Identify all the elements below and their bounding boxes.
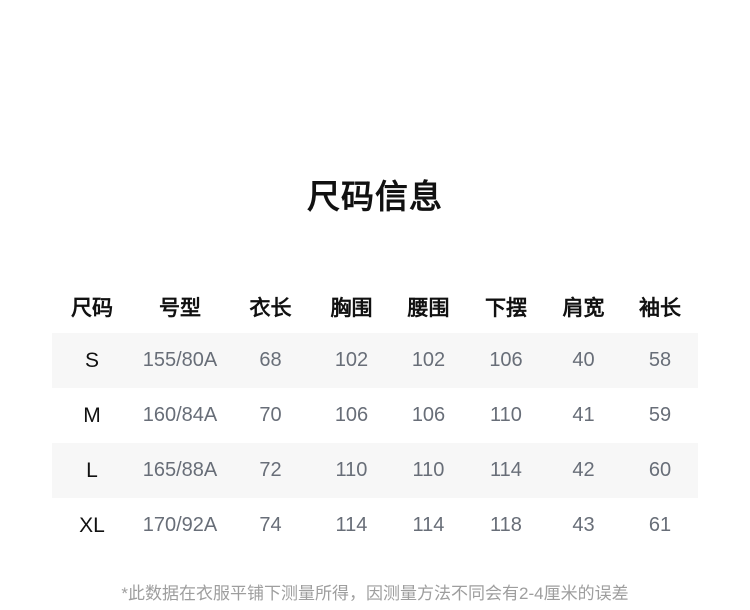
value-cell: 58 (622, 333, 698, 388)
size-cell: L (52, 443, 132, 498)
value-cell: 70 (259, 404, 282, 426)
value-cell: 114 (335, 514, 368, 536)
value-cell: 114 (467, 443, 545, 498)
value-cell: 114 (412, 514, 445, 536)
spec-cell: 165/88A (132, 443, 228, 498)
header-cell-waist: 腰围 (407, 296, 450, 320)
table-header-row: 尺码 号型 衣长 胸围 腰围 下摆 肩宽 袖长 (52, 280, 698, 333)
size-cell: XL (79, 513, 105, 537)
value-cell: 106 (334, 404, 369, 426)
table-row-s: S 155/80A 68 102 102 106 40 58 (52, 333, 698, 388)
value-cell: 74 (259, 514, 282, 536)
value-cell: 102 (390, 333, 467, 388)
header-cell-size: 尺码 (71, 296, 113, 320)
table-row-l: L 165/88A 72 110 110 114 42 60 (52, 443, 698, 498)
spec-cell: 160/84A (142, 404, 218, 426)
measurement-note: *此数据在衣服平铺下测量所得，因测量方法不同会有2-4厘米的误差 (121, 584, 629, 603)
value-cell: 118 (490, 514, 522, 536)
value-cell: 40 (545, 333, 622, 388)
value-cell: 43 (572, 514, 595, 536)
size-cell: S (52, 333, 132, 388)
value-cell: 59 (648, 404, 672, 426)
value-cell: 106 (467, 333, 545, 388)
page-title: 尺码信息 (307, 178, 443, 215)
spec-cell: 170/92A (142, 514, 218, 536)
header-cell-hem: 下摆 (485, 296, 527, 320)
header-cell-sleeve-length: 袖长 (639, 296, 681, 320)
value-cell: 60 (622, 443, 698, 498)
header-cell-garment-length: 衣长 (249, 296, 292, 320)
value-cell: 110 (490, 404, 522, 426)
size-cell: M (83, 403, 101, 427)
value-cell: 110 (313, 443, 390, 498)
value-cell: 42 (545, 443, 622, 498)
value-cell: 68 (228, 333, 313, 388)
header-cell-shoulder-width: 肩宽 (562, 296, 605, 320)
value-cell: 110 (390, 443, 467, 498)
value-cell: 41 (572, 404, 595, 426)
value-cell: 61 (648, 514, 672, 536)
value-cell: 102 (313, 333, 390, 388)
size-table: 尺码 号型 衣长 胸围 腰围 下摆 肩宽 袖长 S 155/80A 68 102… (52, 280, 698, 553)
header-cell-bust: 胸围 (330, 296, 373, 320)
value-cell: 106 (411, 404, 446, 426)
header-cell-spec: 号型 (159, 296, 201, 320)
value-cell: 72 (228, 443, 313, 498)
table-row-m: M 160/84A 70 106 106 110 41 59 (52, 388, 698, 443)
table-row-xl: XL 170/92A 74 114 114 118 43 61 (52, 498, 698, 553)
spec-cell: 155/80A (132, 333, 228, 388)
